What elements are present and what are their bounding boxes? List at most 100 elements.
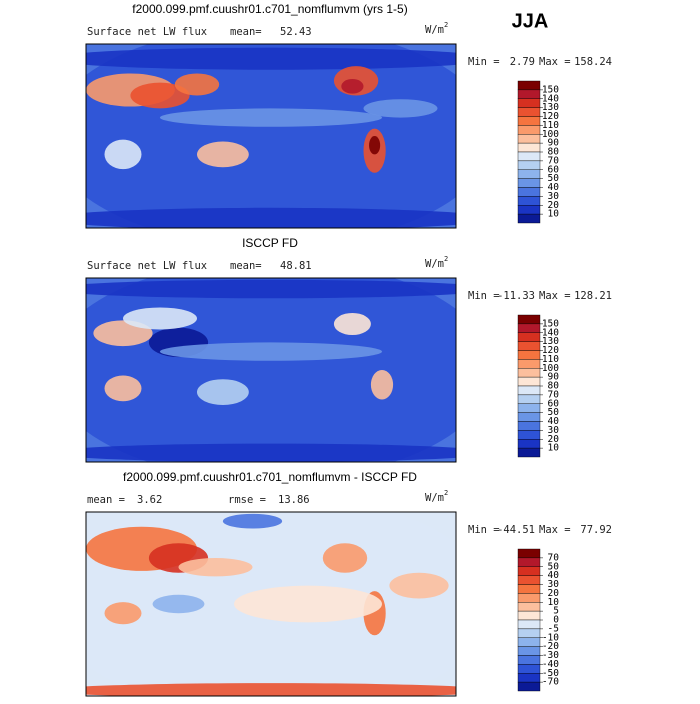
- field-blob: [197, 141, 249, 168]
- field-blob: [152, 594, 205, 614]
- colorbar-label: 120: [542, 345, 559, 356]
- colorbar-box: [517, 151, 541, 162]
- colorbar-box: [517, 213, 541, 224]
- colorbar-label: -5: [548, 623, 559, 634]
- field-blob: [130, 82, 190, 109]
- colorbar-box: [517, 350, 541, 360]
- colorbar-label: 120: [542, 111, 559, 122]
- colorbar-box: [517, 368, 541, 378]
- field-blob: [389, 572, 449, 599]
- colorbar-label: 40: [548, 416, 560, 427]
- min-label: Min =: [468, 56, 500, 68]
- field-blob: [341, 78, 364, 94]
- colorbar-label: 20: [548, 434, 560, 445]
- field-blob: [104, 375, 142, 402]
- colorbar-box: [517, 134, 541, 144]
- field-blob: [197, 379, 249, 405]
- colorbar-box: [517, 655, 541, 665]
- max-value: 128.21: [574, 290, 612, 302]
- colorbar-box: [517, 628, 541, 638]
- map-field: [86, 44, 456, 228]
- max-value: 77.92: [580, 524, 612, 536]
- colorbar-label: 50: [548, 407, 560, 418]
- map-field: [86, 278, 456, 462]
- colorbar-label: 10: [548, 209, 560, 220]
- colorbar-label: -40: [542, 659, 559, 670]
- colorbar-box: [517, 160, 541, 170]
- colorbar-box: [517, 447, 541, 458]
- colorbar-label: 30: [548, 191, 560, 202]
- colorbar-box: [517, 403, 541, 413]
- colorbar-box: [517, 116, 541, 126]
- colorbar-box: [517, 557, 541, 567]
- max-label: Max =: [539, 524, 571, 536]
- colorbar-box: [517, 323, 541, 333]
- stat-value: 3.62: [137, 494, 162, 506]
- panel-title: ISCCP FD: [242, 236, 298, 250]
- stat-value: 52.43: [280, 26, 312, 38]
- colorbar-label: 30: [548, 425, 560, 436]
- colorbar-box: [517, 125, 541, 135]
- field-blob: [123, 307, 197, 330]
- colorbar-label: -30: [542, 650, 559, 661]
- colorbar-box: [517, 575, 541, 585]
- units-power: 2: [444, 255, 448, 263]
- max-label: Max =: [539, 56, 571, 68]
- field-blob: [86, 47, 456, 70]
- panel-title: f2000.099.pmf.cuushr01.c701_nomflumvm - …: [123, 470, 417, 484]
- colorbar-label: 80: [548, 381, 560, 392]
- field-blob: [160, 342, 382, 361]
- min-value: -44.51: [497, 524, 535, 536]
- colorbar-label: 130: [542, 336, 559, 347]
- colorbar-box: [517, 430, 541, 440]
- stat-label: rmse =: [228, 494, 266, 506]
- min-value: 2.79: [510, 56, 535, 68]
- colorbar-label: 150: [542, 318, 559, 329]
- colorbar-box: [517, 412, 541, 422]
- colorbar-label: 70: [548, 155, 560, 166]
- colorbar-label: 10: [548, 443, 560, 454]
- colorbar-label: 50: [548, 173, 560, 184]
- stat-label: mean=: [230, 26, 262, 38]
- colorbar-label: 5: [553, 606, 559, 617]
- colorbar-box: [517, 359, 541, 369]
- colorbar-box: [517, 602, 541, 612]
- colorbar-box: [517, 664, 541, 674]
- colorbar-box: [517, 548, 541, 559]
- field-blob: [178, 558, 253, 577]
- colorbar-label: 150: [542, 84, 559, 95]
- colorbar-label: 100: [542, 129, 559, 140]
- field-blob: [86, 207, 456, 228]
- colorbar-box: [517, 376, 541, 387]
- colorbar-box: [517, 637, 541, 647]
- field-blob: [160, 108, 382, 127]
- colorbar-label: 20: [548, 588, 560, 599]
- field-blob: [104, 602, 142, 625]
- colorbar-box: [517, 178, 541, 188]
- colorbar-box: [517, 593, 541, 603]
- stat-label: mean =: [87, 494, 125, 506]
- panel: f2000.099.pmf.cuushr01.c701_nomflumvm (y…: [85, 2, 612, 229]
- colorbar-label: 110: [542, 120, 559, 131]
- units-power: 2: [444, 489, 448, 497]
- colorbar-box: [517, 394, 541, 404]
- colorbar-label: 110: [542, 354, 559, 365]
- colorbar-label: 0: [553, 615, 559, 626]
- colorbar-box: [517, 107, 541, 117]
- min-label: Min =: [468, 524, 500, 536]
- colorbar-label: 100: [542, 363, 559, 374]
- panel-title: f2000.099.pmf.cuushr01.c701_nomflumvm (y…: [132, 2, 407, 16]
- stat-value: 13.86: [278, 494, 310, 506]
- colorbar-box: [517, 610, 541, 621]
- colorbar-label: 30: [548, 579, 560, 590]
- colorbar-label: 40: [548, 182, 560, 193]
- colorbar-box: [517, 169, 541, 179]
- colorbar-label: 70: [548, 389, 560, 400]
- field-blob: [104, 139, 142, 170]
- colorbar-box: [517, 619, 541, 630]
- colorbar-label: 90: [548, 138, 560, 149]
- field-blob: [86, 683, 456, 696]
- colorbar-box: [517, 673, 541, 683]
- colorbar-box: [517, 98, 541, 108]
- colorbar-box: [517, 421, 541, 431]
